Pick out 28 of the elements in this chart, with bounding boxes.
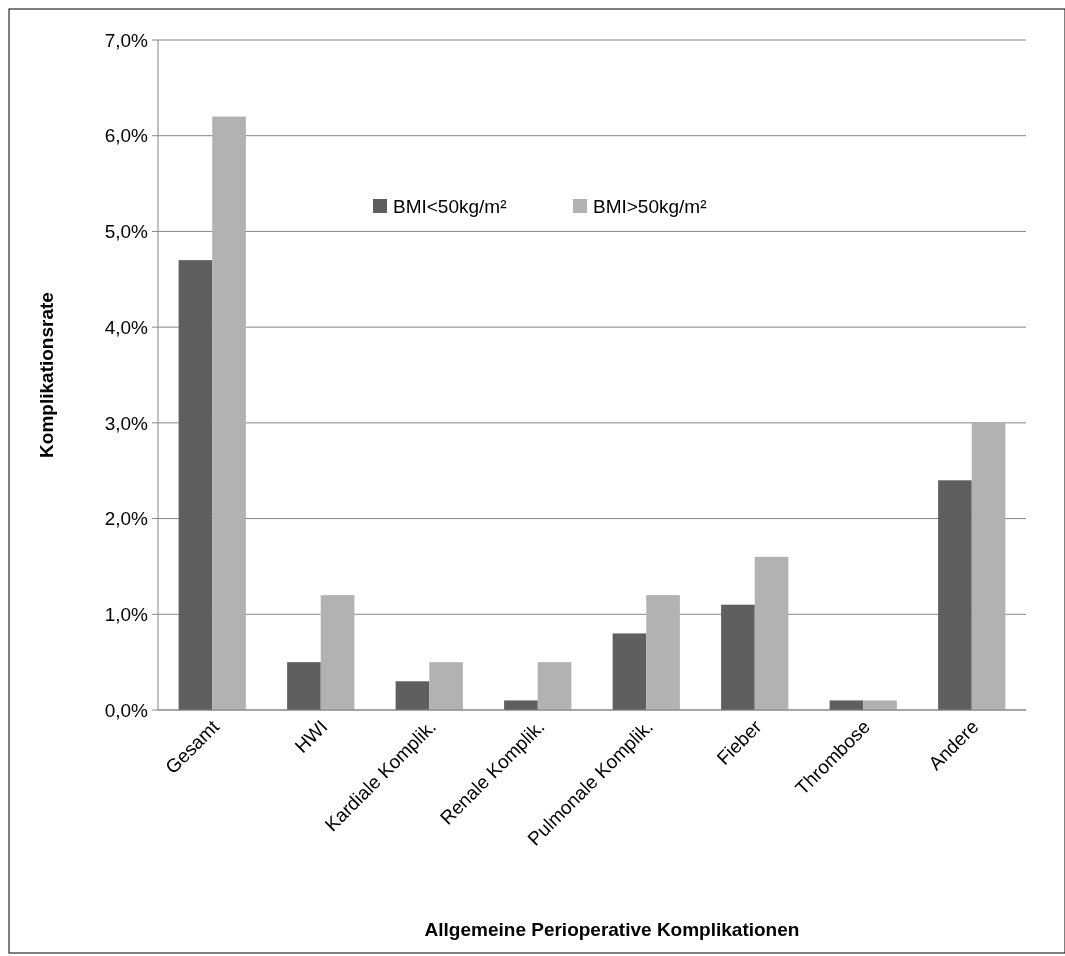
y-tick-label: 5,0% [104,221,149,243]
x-axis-title: Allgemeine Perioperative Komplikationen [424,919,800,940]
y-tick-label: 4,0% [104,316,149,338]
bar [938,480,972,710]
y-axis-title: Komplikationsrate [36,292,57,458]
bar [829,700,864,710]
bar [395,681,430,710]
bar [537,662,572,710]
bar [212,116,246,710]
bar [721,604,755,710]
bar [320,595,355,710]
legend-label: BMI>50kg/m² [593,195,707,217]
legend-label: BMI<50kg/m² [393,195,507,217]
y-tick-label: 7,0% [104,29,149,51]
y-tick-label: 2,0% [104,508,149,530]
bar [754,556,789,710]
y-tick-label: 1,0% [104,603,149,625]
bar [612,633,647,710]
bar [504,700,538,710]
y-tick-label: 6,0% [104,125,149,147]
y-tick-label: 0,0% [104,699,149,721]
bar [863,700,897,710]
bar [429,662,463,710]
bar [646,595,680,710]
bar [178,260,213,710]
bar [287,662,321,710]
bar [971,422,1006,710]
y-tick-label: 3,0% [104,412,149,434]
